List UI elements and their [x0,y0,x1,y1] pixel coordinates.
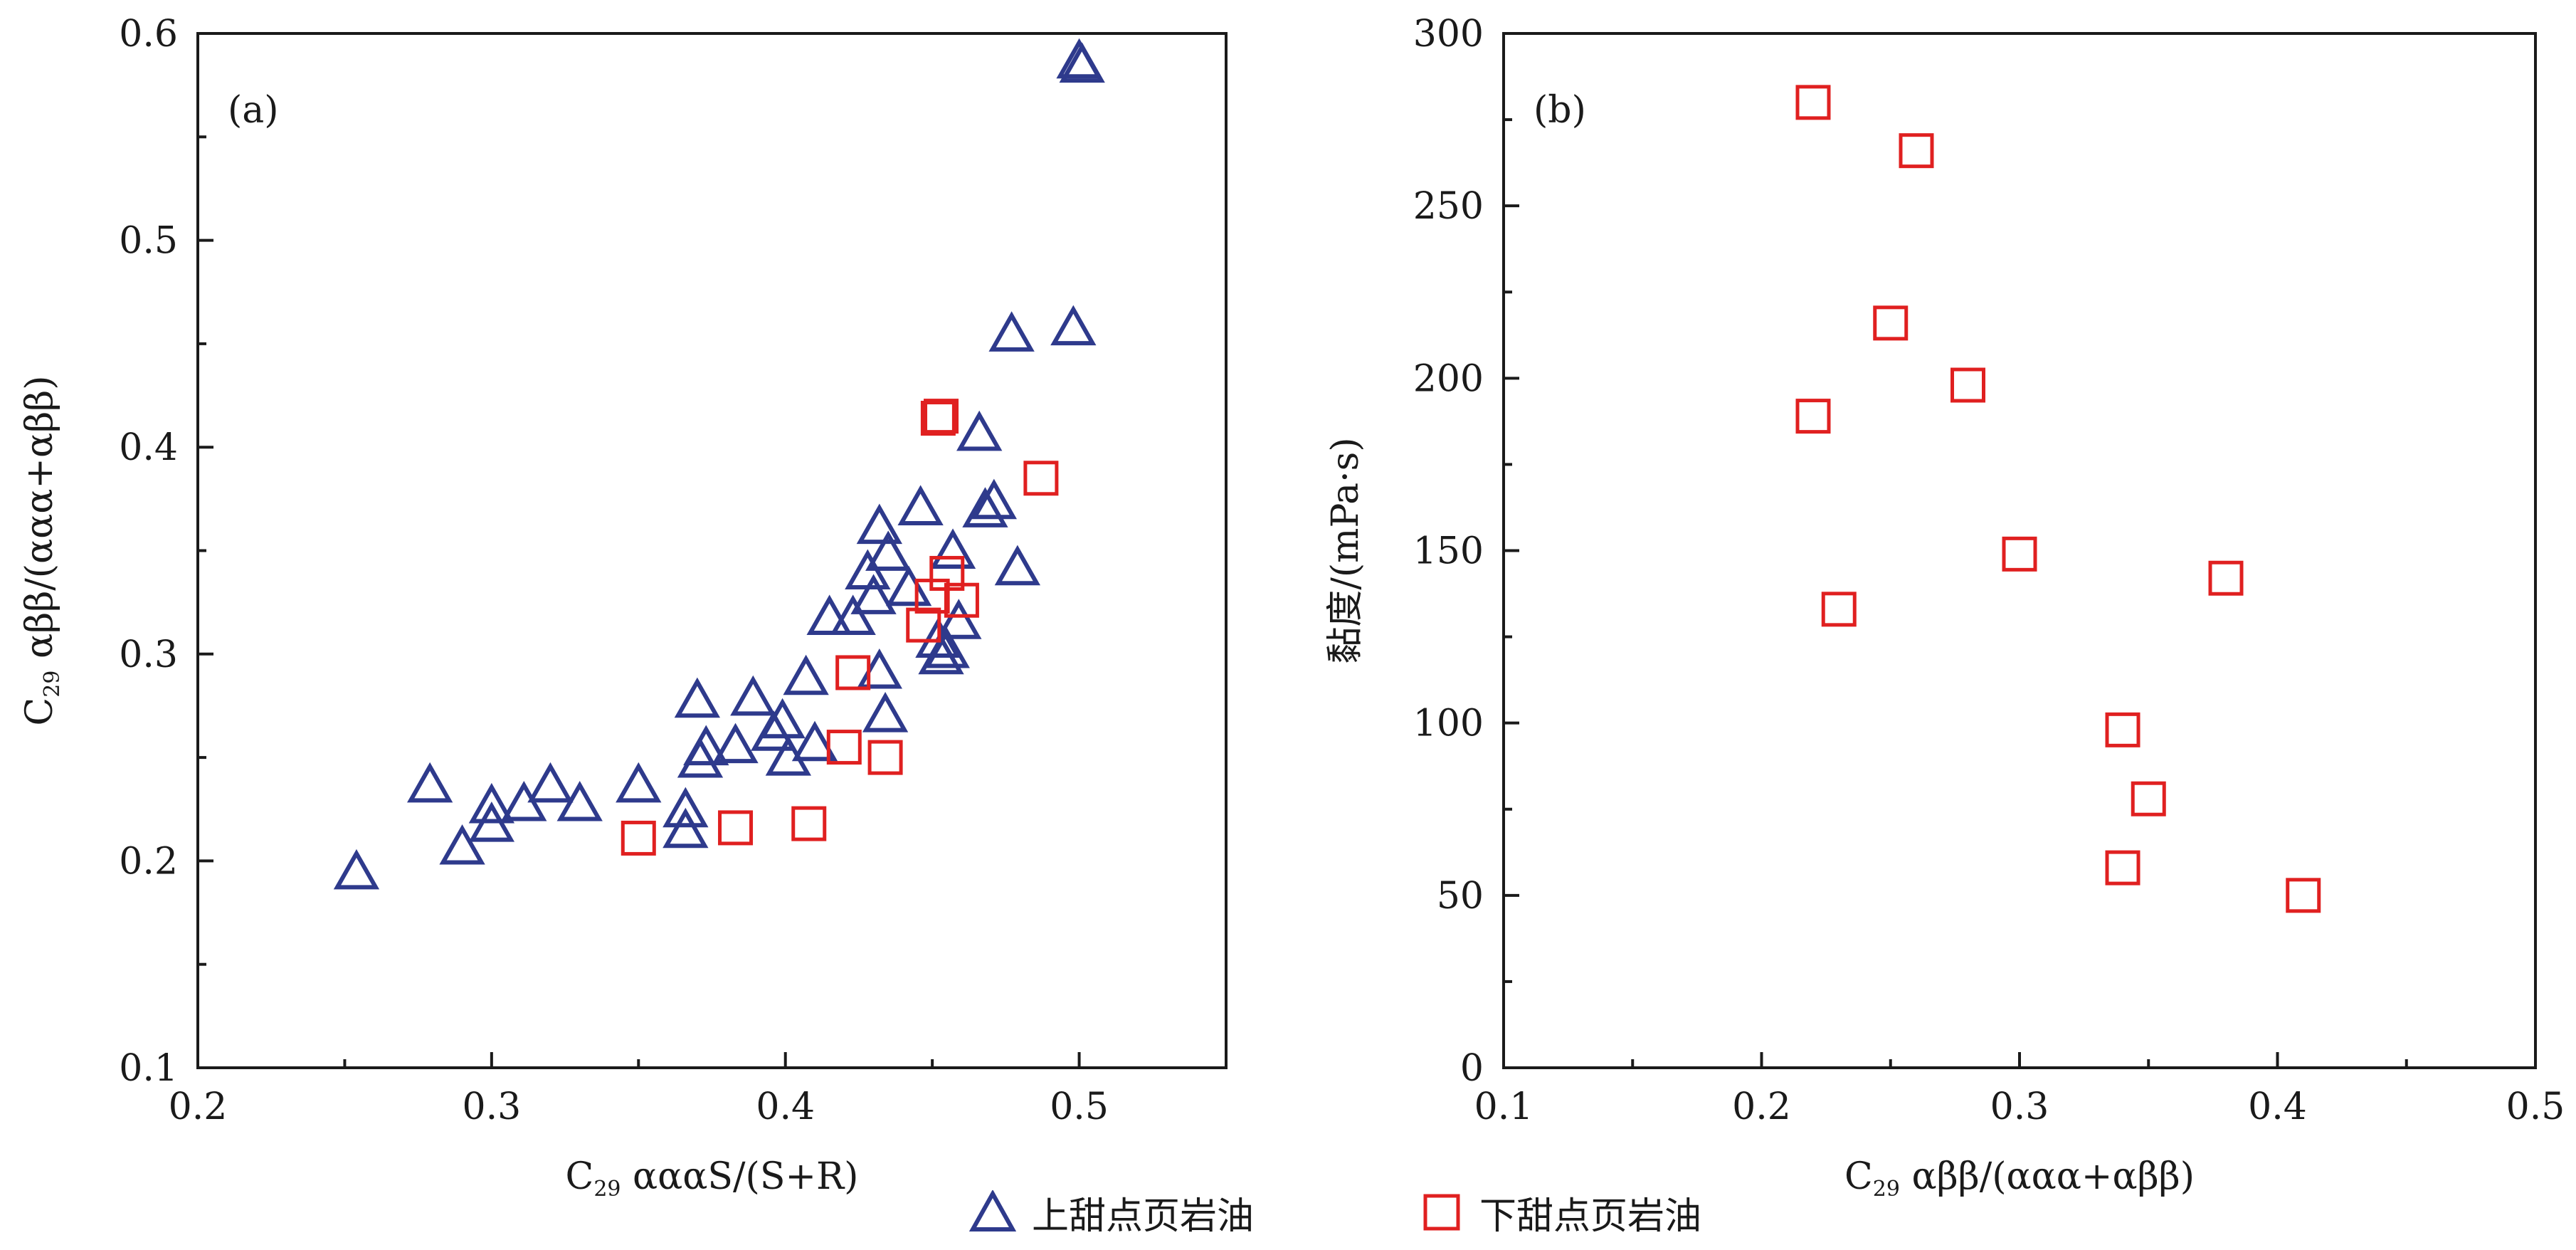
y-tick-label: 0.4 [119,426,178,469]
point-upper [556,780,603,821]
point-upper [924,627,970,668]
point-lower [906,607,941,643]
point-lower [1899,133,1934,169]
panel-b-scatter: 0.1 0.2 0.3 0.4 0.5 0 50 100 150 200 250 300 (b) C29 … [1324,13,2565,1202]
point-lower [1795,399,1831,434]
point-upper [674,677,721,718]
point-upper [468,782,515,824]
point-upper [862,692,909,732]
point-lower [920,401,956,436]
legend-lower-label: 下甜点页岩油 [1479,1194,1702,1238]
panel-a-scatter: 0.2 0.3 0.4 0.50.10.20.30.40.50.6(a)C29 ααα… [19,13,1228,1202]
y-tick-label: 0.1 [119,1047,178,1090]
y-axis-label: 黏度/(mPa·s) [1324,437,1367,663]
point-upper [439,824,485,865]
point-upper [527,762,574,803]
y-tick-label: 250 [1413,185,1484,228]
legend-upper: 上甜点页岩油 [969,1187,1255,1238]
y-tick-label: 0.3 [119,634,178,676]
point-lower [1821,592,1857,627]
y-tick-label: 0 [1460,1047,1484,1090]
point-upper [962,487,1008,527]
y-tick-label: 0.2 [119,840,178,883]
x-tick-label: 0.2 [1732,1086,1791,1128]
point-upper [897,485,944,525]
point-upper [865,530,912,571]
x-tick-label: 0.1 [1474,1086,1534,1128]
point-lower [2286,878,2321,913]
point-upper [468,802,515,842]
point-lower [826,730,862,765]
point-upper [791,720,838,762]
point-upper [830,594,876,635]
point-upper [712,723,759,764]
point-upper [783,654,829,695]
point-upper [683,725,729,766]
y-tick-label: 50 [1437,875,1484,918]
point-lower [2208,560,2244,596]
point-upper [663,807,709,849]
point-upper [759,698,806,739]
y-tick-label: 150 [1413,530,1484,573]
point-upper [994,545,1041,586]
panel-label: (a) [228,89,279,132]
point-upper [407,762,453,803]
point-upper [885,565,932,606]
x-axis-label: C29 αββ/(ααα+αββ) [1844,1155,2195,1202]
x-tick-label: 0.5 [1050,1086,1109,1128]
point-upper [1056,38,1102,79]
x-tick-label: 0.3 [1990,1086,2049,1128]
y-tick-label: 100 [1413,703,1484,745]
plot-frame [1502,32,2537,1069]
x-tick-label: 0.5 [2506,1086,2565,1128]
triangle-marker-icon [969,1190,1016,1231]
point-lower [2131,781,2166,816]
x-axis-label: C29 αααS/(S+R) [566,1155,859,1202]
point-upper [730,675,776,716]
point-lower [924,399,959,434]
point-upper [856,503,902,545]
y-tick-label: 300 [1413,13,1484,56]
point-upper [956,410,1003,451]
x-tick-label: 0.4 [756,1086,815,1128]
point-lower [1873,305,1909,341]
point-lower [791,806,827,841]
point-lower [944,582,979,618]
point-lower [2002,536,2037,572]
point-upper [988,311,1035,352]
point-upper [929,528,976,569]
point-lower [835,655,871,690]
point-lower [1951,367,1985,403]
point-upper [936,599,982,639]
point-lower [1795,85,1831,120]
point-lower [2105,850,2140,886]
plot-frame [196,32,1228,1069]
y-tick-label: 200 [1413,357,1484,400]
point-lower [621,820,656,856]
point-lower [718,810,754,846]
y-tick-label: 0.6 [119,13,178,56]
panel-label: (b) [1534,89,1586,132]
legend-lower: 下甜点页岩油 [1420,1187,1702,1238]
x-tick-label: 0.3 [463,1086,522,1128]
x-tick-label: 0.4 [2248,1086,2307,1128]
y-axis-label: C29 αββ/(ααα+αββ) [19,375,65,725]
point-upper [850,574,897,614]
point-upper [806,594,852,635]
point-upper [333,849,380,890]
x-tick-label: 0.2 [169,1086,228,1128]
y-tick-label: 0.5 [119,220,178,263]
point-upper [1050,305,1097,346]
point-upper [616,762,662,803]
legend-upper-label: 上甜点页岩油 [1032,1194,1255,1238]
point-upper [663,787,709,828]
square-marker-icon [1423,1194,1460,1231]
point-lower [2105,712,2140,747]
point-lower [867,740,903,775]
point-upper [971,478,1017,520]
point-lower [1023,461,1059,496]
